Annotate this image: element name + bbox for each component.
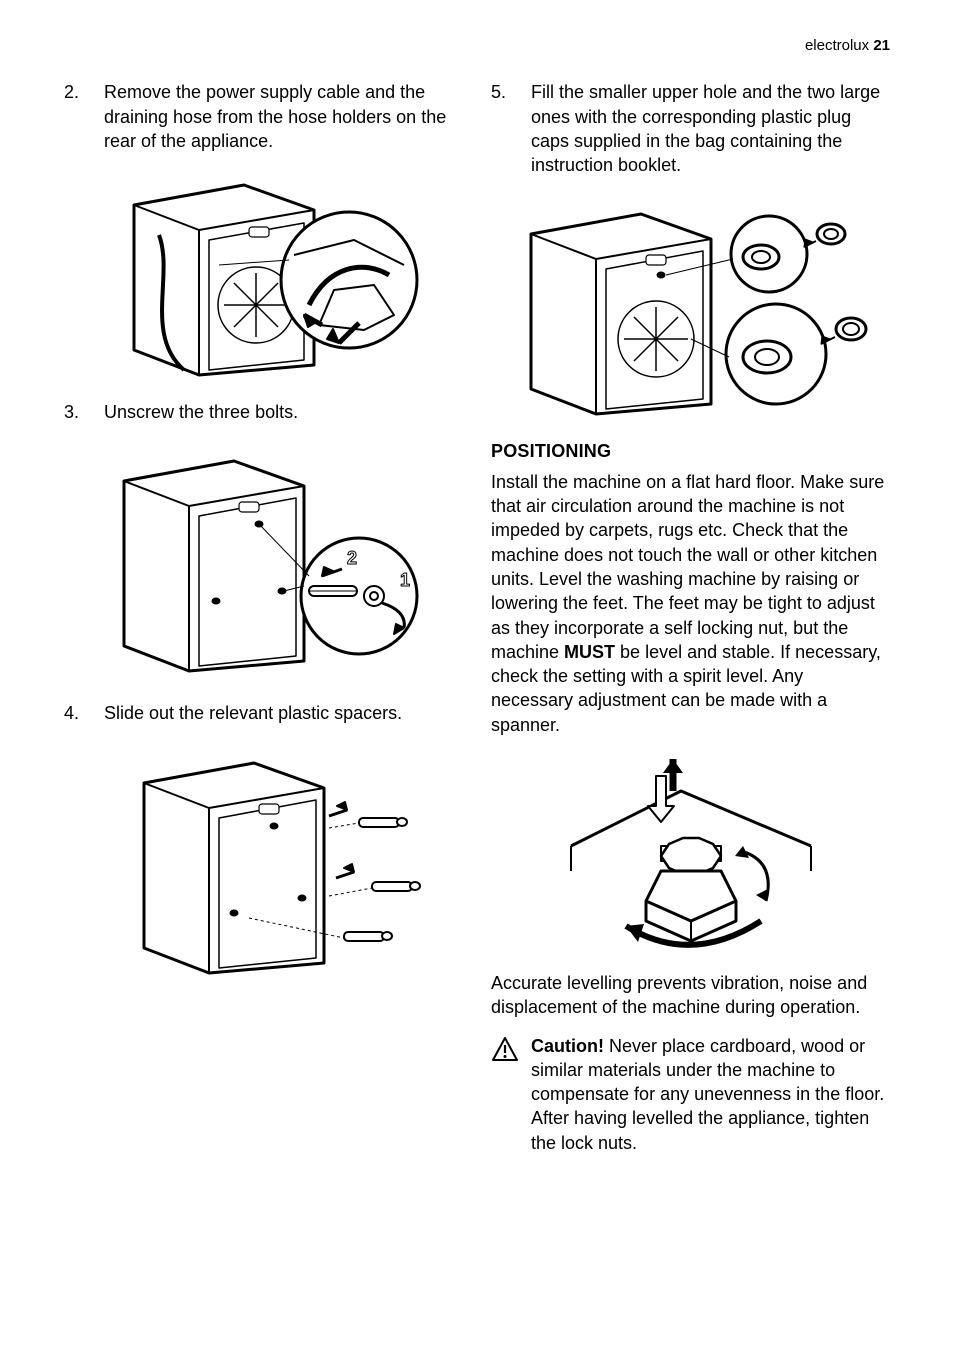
positioning-pre: Install the machine on a flat hard floor… — [491, 472, 884, 662]
callout-label-2: 2 — [347, 548, 357, 568]
step-2: 2. Remove the power supply cable and the… — [64, 80, 463, 153]
positioning-text: Install the machine on a flat hard floor… — [491, 470, 890, 737]
page-header: electrolux 21 — [64, 36, 890, 56]
step-text: Fill the smaller upper hole and the two … — [531, 80, 890, 177]
step-number: 4. — [64, 701, 104, 725]
caution-block: Caution! Never place cardboard, wood or … — [491, 1034, 890, 1155]
step-5: 5. Fill the smaller upper hole and the t… — [491, 80, 890, 177]
figure-plug-caps — [491, 189, 890, 419]
step-3: 3. Unscrew the three bolts. — [64, 400, 463, 424]
figure-remove-hose — [64, 165, 463, 380]
illustration-bolts: 2 1 — [104, 436, 424, 681]
step-text: Slide out the relevant plastic spacers. — [104, 701, 463, 725]
page-number: 21 — [873, 37, 890, 54]
figure-slide-spacers — [64, 738, 463, 988]
illustration-spacers — [104, 738, 424, 988]
illustration-foot — [561, 751, 821, 951]
callout-label-1: 1 — [400, 570, 410, 590]
illustration-hose — [104, 165, 424, 380]
levelling-note: Accurate levelling prevents vibration, n… — [491, 971, 890, 1020]
step-text: Unscrew the three bolts. — [104, 400, 463, 424]
positioning-heading: POSITIONING — [491, 439, 890, 463]
warning-icon — [491, 1034, 521, 1155]
caution-label: Caution! — [531, 1036, 604, 1056]
step-number: 5. — [491, 80, 531, 177]
illustration-plugs — [511, 189, 871, 419]
step-text: Remove the power supply cable and the dr… — [104, 80, 463, 153]
left-column: 2. Remove the power supply cable and the… — [64, 80, 463, 1155]
figure-levelling-foot — [491, 751, 890, 951]
figure-unscrew-bolts: 2 1 — [64, 436, 463, 681]
step-number: 3. — [64, 400, 104, 424]
step-4: 4. Slide out the relevant plastic spacer… — [64, 701, 463, 725]
step-number: 2. — [64, 80, 104, 153]
two-column-layout: 2. Remove the power supply cable and the… — [64, 80, 890, 1155]
right-column: 5. Fill the smaller upper hole and the t… — [491, 80, 890, 1155]
caution-text-container: Caution! Never place cardboard, wood or … — [531, 1034, 890, 1155]
positioning-must: MUST — [564, 642, 615, 662]
brand-label: electrolux — [805, 37, 869, 54]
